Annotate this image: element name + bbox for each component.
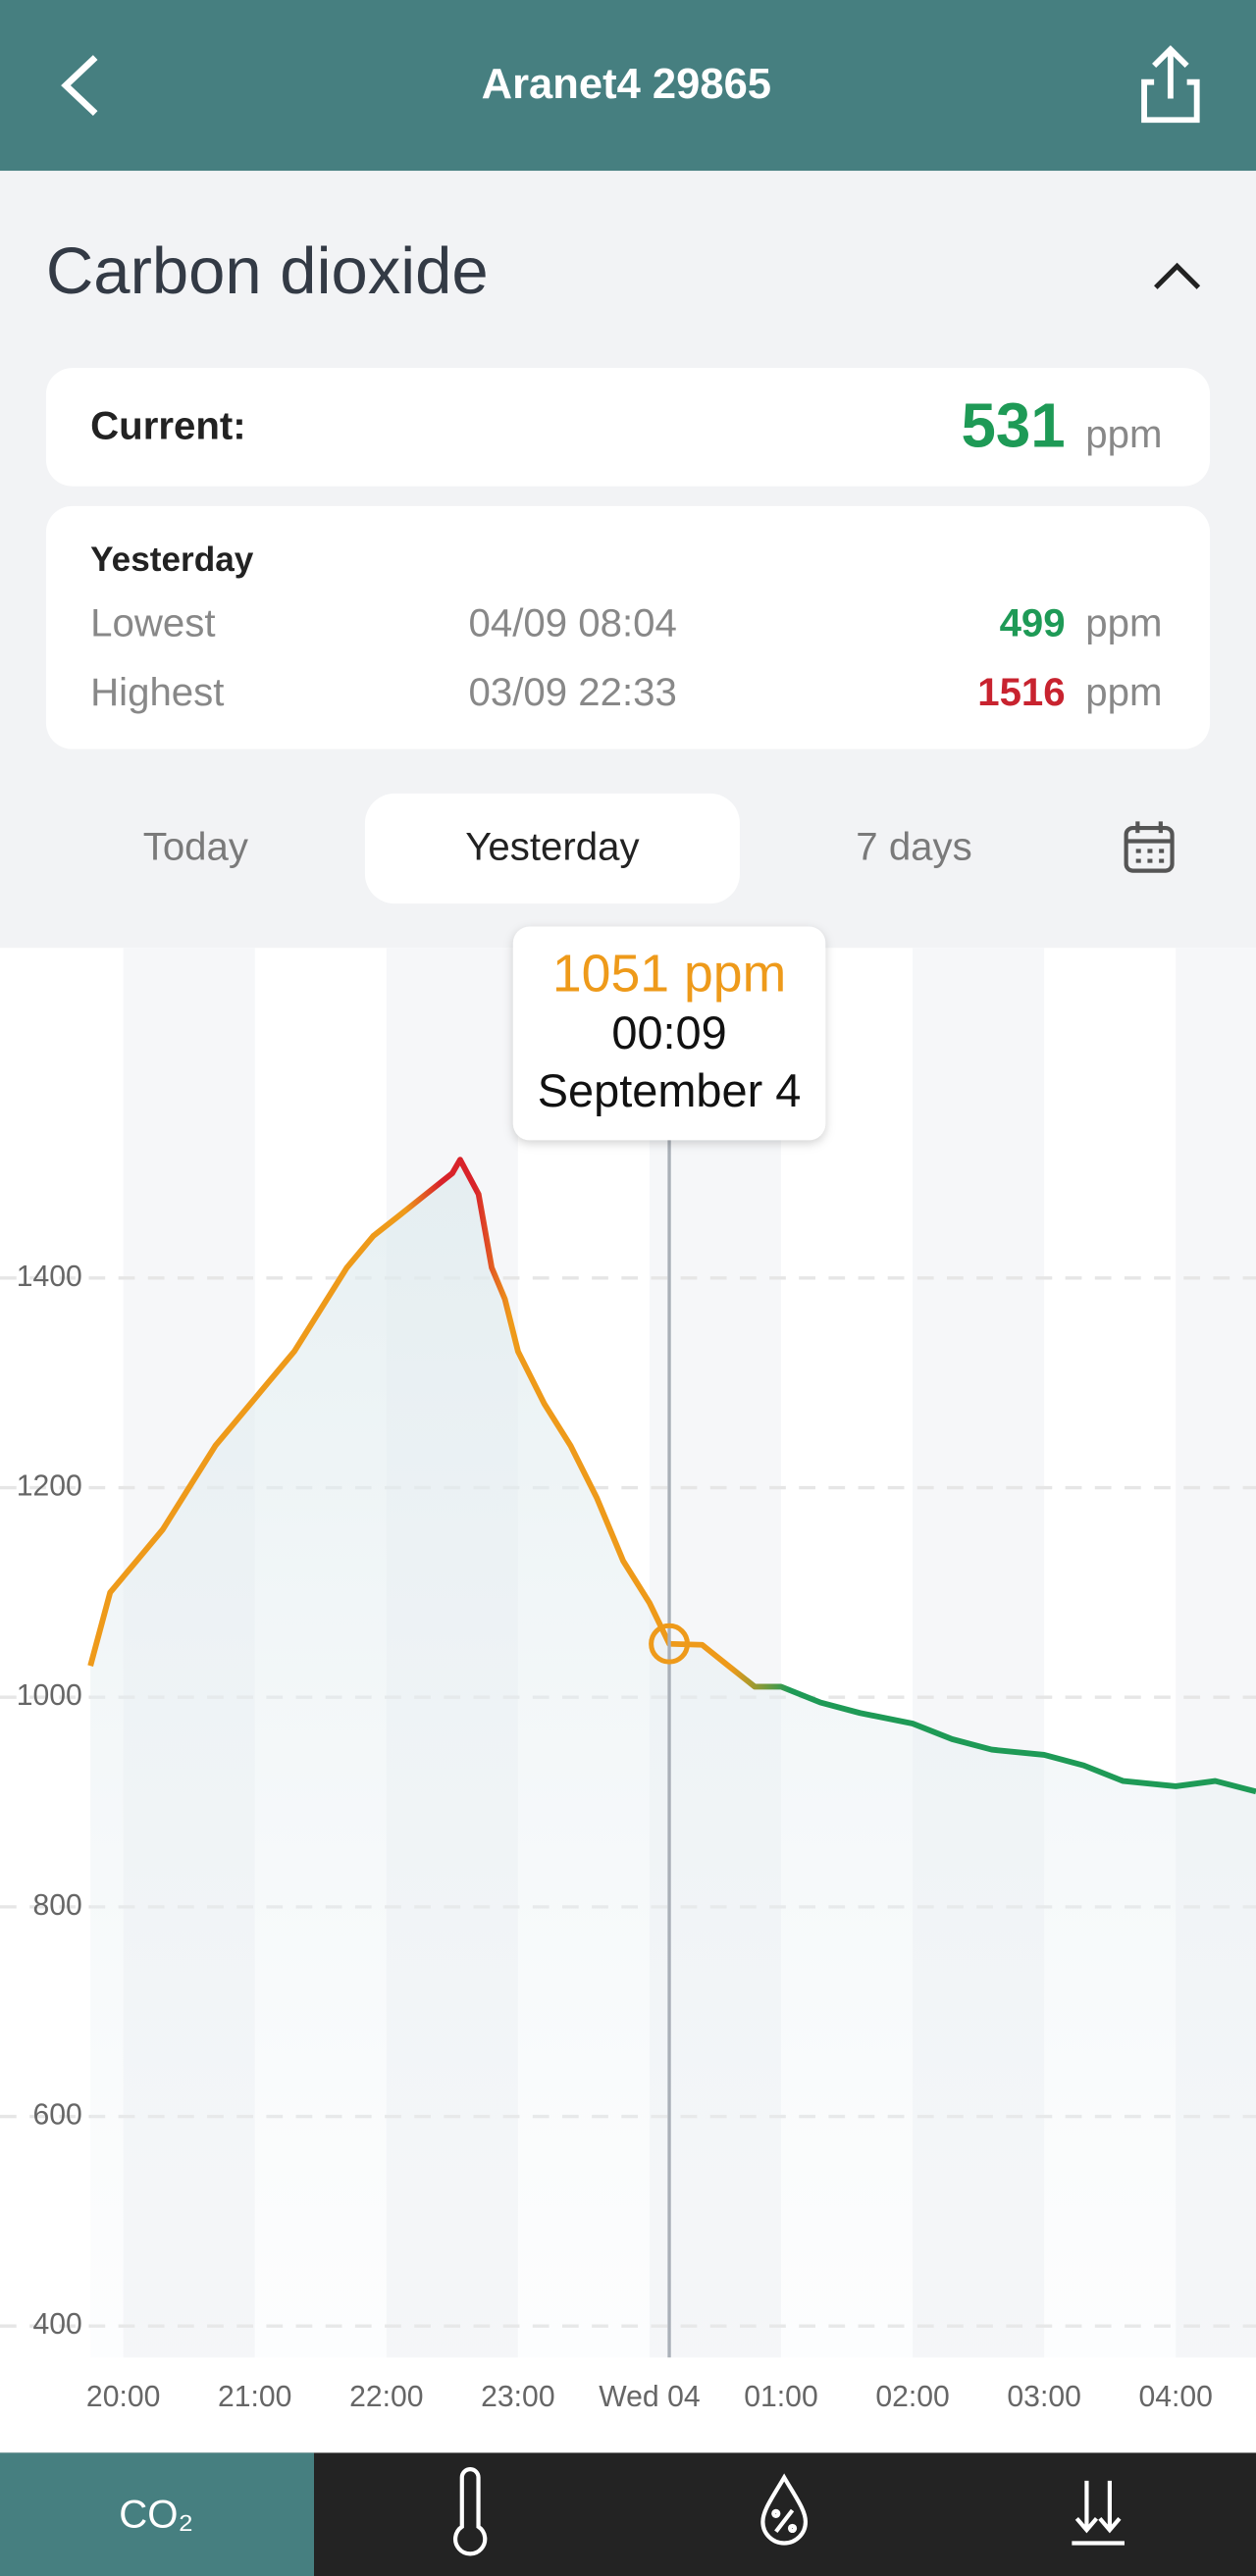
x-tick-label: 01:00 bbox=[744, 2381, 817, 2413]
current-value: 531 bbox=[961, 391, 1065, 461]
tooltip-time: 00:09 bbox=[611, 1007, 726, 1058]
share-button[interactable] bbox=[1141, 45, 1200, 124]
x-tick-label: 04:00 bbox=[1138, 2381, 1212, 2413]
x-tick-label: 22:00 bbox=[349, 2381, 423, 2413]
y-tick-label: 1000 bbox=[17, 1679, 82, 1712]
tooltip bbox=[512, 926, 826, 1141]
y-tick-label: 600 bbox=[32, 2099, 81, 2132]
y-tick-label: 1400 bbox=[17, 1261, 82, 1293]
x-tick-label: 20:00 bbox=[86, 2381, 160, 2413]
current-unit: ppm bbox=[1085, 412, 1162, 456]
tab-label[interactable]: Yesterday bbox=[465, 824, 640, 868]
stat-time: 04/09 08:04 bbox=[468, 601, 676, 645]
nav-co2-label: CO₂ bbox=[119, 2492, 193, 2536]
stat-label: Highest bbox=[90, 670, 224, 714]
current-card bbox=[45, 368, 1211, 487]
tooltip-value: 1051 ppm bbox=[552, 945, 786, 1004]
y-tick-label: 800 bbox=[32, 1889, 81, 1922]
nav-temperature[interactable] bbox=[453, 2467, 488, 2556]
stats-title: Yesterday bbox=[90, 541, 254, 579]
tab-selected[interactable] bbox=[364, 793, 740, 904]
co2-line bbox=[87, 1157, 1256, 1795]
tab-label[interactable]: 7 days bbox=[856, 824, 971, 868]
calendar-button[interactable] bbox=[1124, 821, 1175, 873]
tabs: Today Yesterday 7 days bbox=[143, 793, 972, 904]
collapse-button[interactable] bbox=[1154, 262, 1201, 289]
stat-label: Lowest bbox=[90, 601, 215, 645]
stat-time: 03/09 22:33 bbox=[468, 670, 676, 714]
section-title: Carbon dioxide bbox=[46, 234, 489, 308]
nav-co2-tab[interactable] bbox=[0, 2452, 314, 2576]
nav-pressure[interactable] bbox=[1072, 2480, 1125, 2546]
stat-value: 1516 bbox=[977, 670, 1065, 714]
x-tick-label: Wed 04 bbox=[599, 2381, 700, 2413]
stat-unit: ppm bbox=[1085, 601, 1162, 645]
back-button[interactable] bbox=[61, 55, 98, 116]
stats-card bbox=[45, 505, 1211, 749]
stat-value: 499 bbox=[1000, 601, 1066, 645]
stat-unit: ppm bbox=[1085, 670, 1162, 714]
y-tick-label: 1200 bbox=[17, 1470, 82, 1503]
chart: 400 600 800 1000 1200 1400 20:00 21:00 22:00 23:0… bbox=[0, 926, 1256, 2413]
tab-label[interactable]: Today bbox=[143, 824, 249, 868]
app-title: Aranet4 29865 bbox=[482, 61, 771, 108]
current-label: Current: bbox=[90, 404, 246, 448]
area bbox=[90, 1159, 1256, 2358]
x-tick-label: 21:00 bbox=[218, 2381, 291, 2413]
x-tick-label: 23:00 bbox=[481, 2381, 554, 2413]
cursor-point bbox=[649, 1623, 690, 1665]
x-tick-label: 03:00 bbox=[1007, 2381, 1080, 2413]
tooltip-date: September 4 bbox=[538, 1065, 802, 1116]
nav-humidity[interactable] bbox=[760, 2473, 809, 2546]
x-tick-label: 02:00 bbox=[875, 2381, 949, 2413]
app-bar bbox=[0, 0, 1256, 172]
y-tick-label: 400 bbox=[32, 2308, 81, 2341]
